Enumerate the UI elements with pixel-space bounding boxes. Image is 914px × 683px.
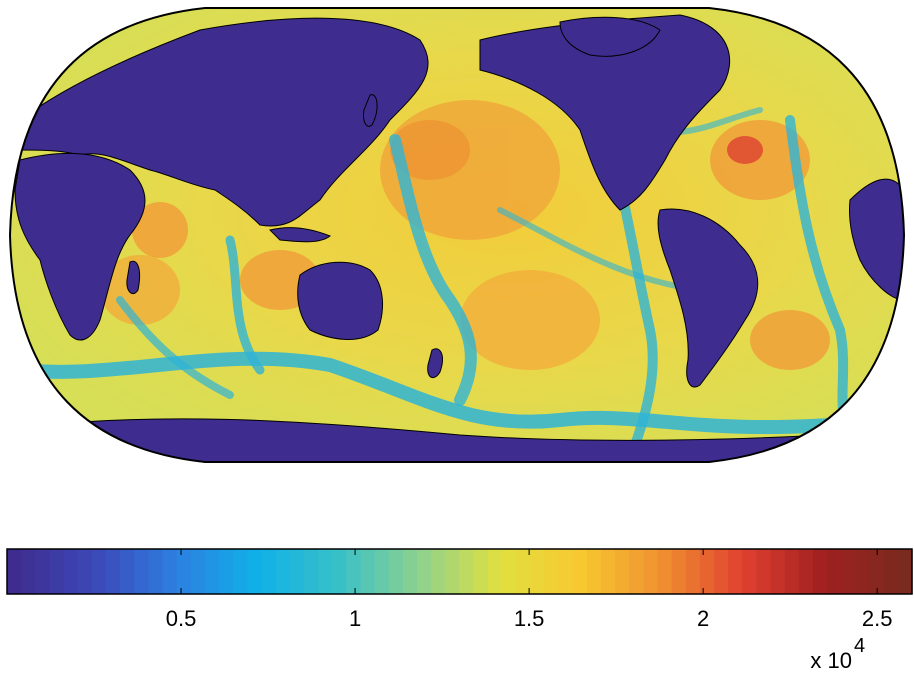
- colorbar-step: [77, 549, 93, 594]
- colorbar-step: [402, 549, 418, 594]
- land-greenland: [559, 16, 661, 57]
- colorbar-step: [388, 549, 404, 594]
- land-africa: [14, 153, 146, 341]
- colorbar-step: [742, 549, 758, 594]
- colorbar-step: [544, 549, 560, 594]
- colorbar-step: [473, 549, 489, 594]
- land-eurasia: [19, 17, 429, 227]
- colorbar-step: [120, 549, 135, 594]
- colorbar-step: [784, 549, 800, 594]
- colorbar-step: [289, 549, 305, 594]
- colorbar-step: [600, 549, 616, 594]
- colorbar-step: [657, 549, 673, 594]
- colorbar-tick-label: 1.5: [514, 606, 545, 631]
- land-new-zealand: [427, 348, 443, 379]
- colorbar-step: [445, 549, 461, 594]
- map-body: [10, 8, 904, 462]
- land-indonesia: [269, 227, 331, 243]
- colorbar-step: [530, 549, 545, 594]
- colorbar-step: [7, 549, 22, 594]
- colorbar-step: [883, 549, 899, 594]
- colorbar-step: [21, 549, 36, 594]
- colorbar-step: [204, 549, 220, 594]
- colorbar-tick-label: 0.5: [166, 606, 197, 631]
- colorbar-step: [459, 549, 475, 594]
- land-south-america: [657, 208, 759, 388]
- colorbar-step: [869, 549, 885, 594]
- colorbar-step: [897, 549, 913, 594]
- land-east-edge: [849, 178, 904, 301]
- colorbar-step: [487, 549, 503, 594]
- colorbar-ticks: 0.5 1 1.5 2 2.5: [166, 549, 893, 631]
- world-map: [8, 7, 906, 463]
- deep-ocean-regions: [80, 100, 830, 370]
- colorbar-step: [346, 549, 362, 594]
- land-japan: [363, 94, 378, 127]
- colorbar-step: [360, 549, 376, 594]
- colorbar-step: [756, 549, 772, 594]
- colorbar-step: [501, 549, 517, 594]
- colorbar-step: [813, 549, 828, 594]
- colorbar-step: [516, 549, 531, 594]
- colorbar-step: [162, 549, 178, 594]
- colorbar-step: [275, 549, 291, 594]
- colorbar-tick-label: 2.5: [862, 606, 893, 631]
- land-australia: [297, 261, 383, 340]
- colorbar-multiplier: x 10: [810, 648, 852, 673]
- colorbar-step: [558, 549, 574, 594]
- colorbar-step: [176, 549, 192, 594]
- colorbar-step: [148, 549, 164, 594]
- colorbar-tick-label: 1: [349, 606, 361, 631]
- colorbar-step: [770, 549, 786, 594]
- colorbar-step: [134, 549, 150, 594]
- colorbar-step: [233, 549, 248, 594]
- colorbar-step: [49, 549, 65, 594]
- colorbar-step: [374, 549, 390, 594]
- colorbar-step: [431, 549, 446, 594]
- land-masses: [10, 14, 904, 462]
- colorbar-step: [63, 549, 79, 594]
- colorbar-step: [105, 549, 121, 594]
- colorbar-step: [190, 549, 206, 594]
- colorbar-step: [855, 549, 871, 594]
- colorbar-step: [318, 549, 333, 594]
- colorbar-multiplier-exponent: 4: [854, 635, 865, 657]
- land-north-america: [479, 14, 731, 211]
- colorbar-gradient: [7, 549, 913, 594]
- map-outline: [8, 7, 906, 463]
- colorbar-frame: [6, 548, 913, 595]
- colorbar-step: [332, 549, 347, 594]
- land-madagascar: [126, 260, 141, 295]
- colorbar-step: [303, 549, 319, 594]
- colorbar-step: [615, 549, 630, 594]
- colorbar-step: [261, 549, 277, 594]
- colorbar-step: [417, 549, 432, 594]
- colorbar-step: [219, 549, 234, 594]
- colorbar-step: [35, 549, 51, 594]
- colorbar-step: [841, 549, 857, 594]
- colorbar-step: [699, 549, 715, 594]
- colorbar-step: [643, 549, 659, 594]
- colorbar-step: [572, 549, 588, 594]
- colorbar-step: [586, 549, 602, 594]
- colorbar-step: [671, 549, 687, 594]
- colorbar-step: [827, 549, 842, 594]
- colorbar: 0.5 1 1.5 2 2.5 x 10 4: [0, 540, 914, 678]
- colorbar-step: [685, 549, 701, 594]
- colorbar-step: [91, 549, 107, 594]
- colorbar-step: [629, 549, 644, 594]
- colorbar-step: [714, 549, 729, 594]
- colorbar-step: [728, 549, 743, 594]
- colorbar-tick-label: 2: [697, 606, 709, 631]
- colorbar-step: [247, 549, 263, 594]
- colorbar-step: [798, 549, 814, 594]
